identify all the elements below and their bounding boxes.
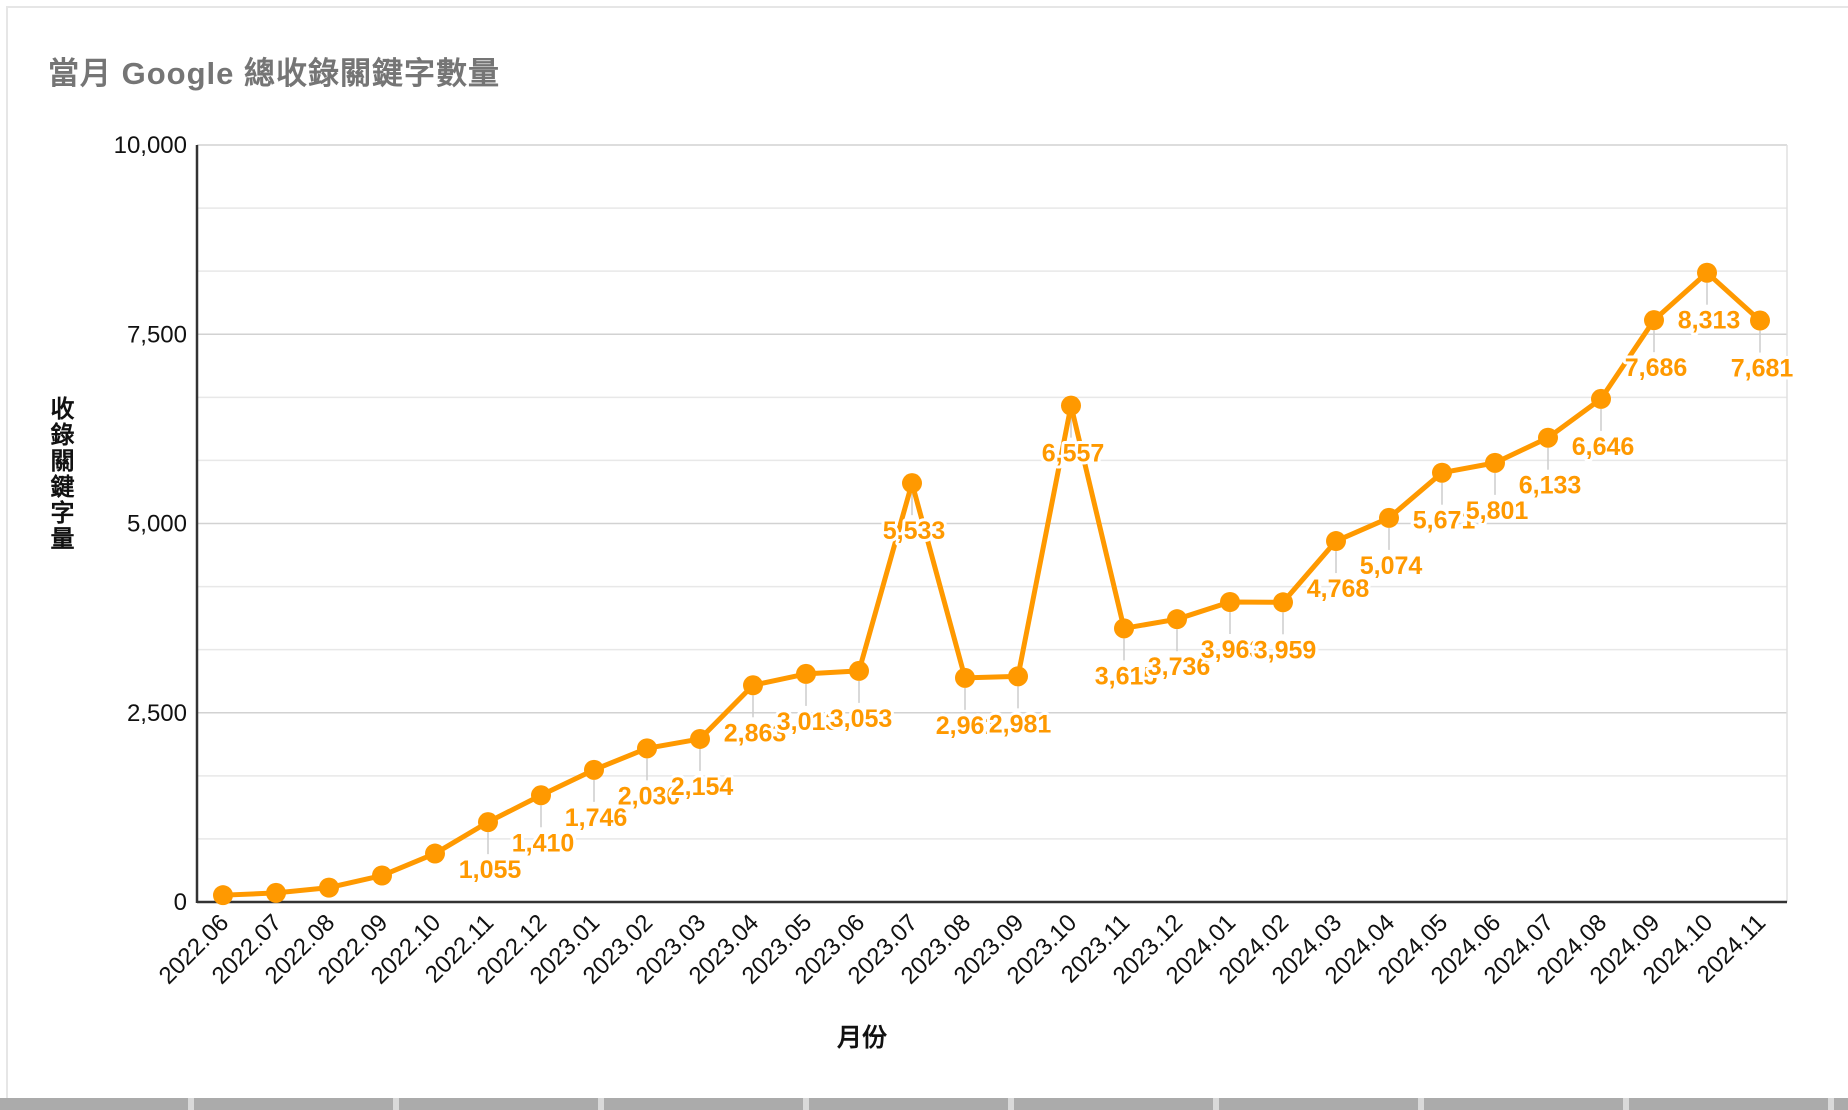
data-point-2024.05[interactable]: [1432, 462, 1452, 483]
point-annotation: 1,410: [512, 829, 575, 857]
point-annotation: 2,154: [671, 773, 734, 801]
data-point-2022.08[interactable]: [319, 877, 339, 898]
data-point-2023.01[interactable]: [584, 759, 604, 780]
point-annotation: 3,013: [777, 708, 840, 736]
data-point-2024.08[interactable]: [1591, 388, 1611, 409]
point-annotation: 1,055: [459, 856, 522, 884]
data-point-2024.03[interactable]: [1326, 531, 1346, 552]
point-annotation: 3,615: [1095, 662, 1158, 690]
chart-title: 當月 Google 總收錄關鍵字數量: [48, 56, 500, 91]
data-point-2022.12[interactable]: [531, 785, 551, 806]
keyword-series-line: [220, 270, 1763, 898]
data-point-2023.12[interactable]: [1167, 609, 1187, 630]
data-point-2022.09[interactable]: [372, 865, 392, 886]
data-point-2023.05[interactable]: [796, 663, 816, 684]
data-point-2024.09[interactable]: [1644, 310, 1664, 331]
data-point-2023.06[interactable]: [849, 660, 869, 681]
x-axis-title: 月份: [836, 1024, 887, 1052]
point-annotation: 5,074: [1360, 552, 1423, 580]
point-annotation: 5,533: [883, 517, 946, 545]
point-annotation: 5,671: [1413, 507, 1476, 535]
point-annotation: 3,053: [830, 705, 893, 733]
data-point-2023.03[interactable]: [690, 728, 710, 749]
point-annotation: 4,768: [1307, 575, 1370, 603]
panel-left-border: [6, 6, 8, 1098]
point-annotation: 2,961: [936, 712, 999, 740]
point-annotation: 6,646: [1572, 433, 1635, 461]
point-annotation: 3,963: [1201, 636, 1264, 664]
point-annotation: 1,746: [565, 804, 628, 832]
data-point-2023.07[interactable]: [902, 473, 922, 494]
data-point-2023.09[interactable]: [1008, 666, 1028, 687]
y-tick-label: 10,000: [114, 132, 187, 159]
y-tick-label: 0: [174, 889, 187, 916]
point-annotation: 5,801: [1466, 497, 1529, 525]
data-point-2023.08[interactable]: [955, 667, 975, 688]
point-annotation: 2,863: [724, 719, 787, 747]
data-point-2023.10[interactable]: [1061, 395, 1081, 416]
data-point-2023.02[interactable]: [637, 738, 657, 759]
data-point-2024.10[interactable]: [1697, 262, 1717, 283]
point-annotation: 8,313: [1678, 307, 1741, 335]
data-point-2022.10[interactable]: [425, 843, 445, 864]
data-point-2024.06[interactable]: [1485, 452, 1505, 473]
data-point-2023.04[interactable]: [743, 675, 763, 696]
point-annotation: 7,686: [1625, 354, 1688, 382]
data-point-2022.07[interactable]: [266, 882, 286, 903]
y-tick-label: 2,500: [127, 700, 187, 727]
y-tick-label: 5,000: [127, 511, 187, 538]
data-point-2024.07[interactable]: [1538, 427, 1558, 448]
data-point-2024.01[interactable]: [1220, 592, 1240, 613]
data-point-2024.11[interactable]: [1750, 310, 1770, 331]
point-annotation: 2,981: [989, 710, 1052, 738]
bottom-scrollbar[interactable]: [0, 1098, 1848, 1110]
point-annotation: 3,959: [1254, 636, 1317, 664]
point-annotation: 7,681: [1731, 355, 1794, 383]
data-point-2022.06[interactable]: [213, 885, 233, 906]
panel-top-border: [6, 6, 1848, 8]
data-point-2024.02[interactable]: [1273, 592, 1293, 613]
point-annotation: 3,736: [1148, 653, 1211, 681]
data-point-2023.11[interactable]: [1114, 618, 1134, 639]
y-tick-label: 7,500: [127, 321, 187, 348]
point-annotation: 6,133: [1519, 472, 1582, 500]
data-point-2022.11[interactable]: [478, 812, 498, 833]
y-axis-title: 收錄關鍵字量: [46, 396, 73, 552]
point-annotation: 6,557: [1042, 440, 1105, 468]
point-annotation: 2,030: [618, 782, 681, 810]
data-point-2024.04[interactable]: [1379, 507, 1399, 528]
